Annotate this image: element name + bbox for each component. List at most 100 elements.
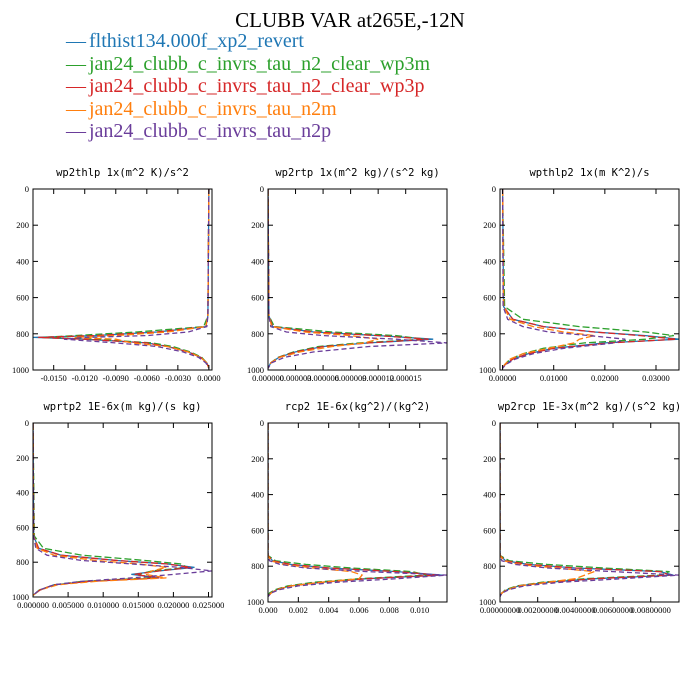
y-tick-label: 800 (16, 329, 29, 339)
x-tick-label: 0.00400000 (555, 605, 595, 615)
legend-item-3: — jan24_clubb_c_invrs_tau_n2_clear_wp3p (66, 75, 430, 98)
series-line-1 (501, 189, 679, 369)
y-tick-label: 400 (16, 256, 29, 266)
legend-item-2: — jan24_clubb_c_invrs_tau_n2_clear_wp3m (66, 53, 430, 76)
legend-line-icon: — (66, 52, 86, 75)
x-tick-label: 0.000 (258, 605, 277, 615)
legend-label: jan24_clubb_c_invrs_tau_n2m (89, 97, 337, 120)
x-tick-label: -0.0030 (165, 373, 191, 383)
y-tick-label: 0 (260, 418, 264, 428)
subplot-3: wpthlp2 1x(m K^2)/s 0 200 400 600 800 10000.00… (479, 167, 680, 383)
plot-frame (32, 188, 213, 371)
x-tick-label: 0.005000 (52, 600, 84, 610)
legend-line-icon: — (66, 75, 86, 97)
plot-frame (499, 422, 680, 603)
series-line-3 (501, 189, 677, 369)
y-tick-label: 1000 (12, 365, 29, 375)
series-line-4 (501, 189, 595, 369)
y-tick-label: 600 (251, 293, 264, 303)
legend-item-5: — jan24_clubb_c_invrs_tau_n2p (66, 120, 430, 143)
legend-line-icon: — (66, 30, 86, 52)
y-tick-label: 400 (251, 256, 264, 266)
y-tick-label: 800 (483, 561, 496, 571)
y-tick-label: 800 (483, 329, 496, 339)
subplot-title: wprtp2 1E-6x(m kg)/(s kg) (43, 401, 201, 413)
x-tick-label: 0.002 (289, 605, 308, 615)
series-line-5 (33, 423, 212, 596)
subplot-5: rcp2 1E-6x(kg^2)/(kg^2) 0 200 400 600 800 1000… (247, 401, 448, 615)
series-line-1 (268, 189, 434, 369)
legend-item-1: — flthist134.000f_xp2_revert (66, 30, 430, 53)
x-tick-label: 0.010 (410, 605, 429, 615)
y-tick-label: 1000 (12, 592, 29, 602)
x-tick-label: 0.010000 (87, 600, 119, 610)
subplot-title: rcp2 1E-6x(kg^2)/(kg^2) (285, 401, 430, 413)
y-tick-label: 1000 (479, 597, 496, 607)
subplot-2: wp2rtp 1x(m^2 kg)/(s^2 kg) 0 200 400 600 800 1… (247, 167, 448, 383)
y-tick-label: 0 (25, 184, 29, 194)
x-tick-label: 0.025000 (193, 600, 225, 610)
subplot-title: wp2thlp 1x(m^2 K)/s^2 (56, 167, 189, 179)
plot-frame (267, 188, 448, 371)
y-tick-label: 800 (16, 557, 29, 567)
legend-line-icon: — (66, 120, 86, 142)
x-tick-label: 0.00600000 (593, 605, 633, 615)
series-line-2 (501, 189, 674, 369)
series-line-4 (74, 189, 210, 369)
x-tick-label: 0.00000000 (480, 605, 520, 615)
x-tick-label: -0.0090 (103, 373, 129, 383)
x-tick-label: 0.00200000 (517, 605, 557, 615)
y-tick-label: 0 (492, 184, 496, 194)
legend-label: jan24_clubb_c_invrs_tau_n2_clear_wp3p (89, 75, 425, 97)
series-line-3 (33, 423, 191, 596)
x-tick-label: 0.000009 (335, 373, 367, 383)
series-line-3 (268, 423, 438, 598)
y-tick-label: 800 (251, 329, 264, 339)
y-tick-label: 600 (483, 525, 496, 535)
y-tick-label: 600 (16, 522, 29, 532)
subplot-1: wp2thlp 1x(m^2 K)/s^2 0 200 400 600 800 1000 -0… (12, 167, 221, 383)
y-tick-label: 0 (260, 184, 264, 194)
series-line-3 (38, 189, 210, 369)
series-line-5 (501, 189, 626, 369)
x-tick-label: 0.020000 (157, 600, 189, 610)
series-line-5 (500, 423, 679, 597)
y-tick-label: 800 (251, 561, 264, 571)
subplot-4: wprtp2 1E-6x(m kg)/(s kg) 0 200 400 600 800 10… (12, 401, 224, 610)
x-tick-label: 0.000000 (252, 373, 284, 383)
y-tick-label: 1000 (479, 365, 496, 375)
subplot-title: wpthlp2 1x(m K^2)/s (529, 167, 649, 179)
y-tick-label: 0 (492, 418, 496, 428)
y-tick-label: 200 (16, 453, 29, 463)
y-tick-label: 600 (251, 525, 264, 535)
series-line-4 (33, 423, 167, 596)
plot-frame (267, 422, 448, 603)
y-tick-label: 400 (483, 490, 496, 500)
y-tick-label: 1000 (247, 365, 264, 375)
x-tick-label: -0.0120 (72, 373, 98, 383)
subplot-title: wp2rtp 1x(m^2 kg)/(s^2 kg) (275, 167, 439, 179)
x-tick-label: -0.0060 (134, 373, 160, 383)
legend-item-4: — jan24_clubb_c_invrs_tau_n2m (66, 98, 430, 121)
series-line-4 (268, 423, 364, 598)
series-line-5 (63, 189, 210, 369)
y-tick-label: 200 (483, 220, 496, 230)
x-tick-label: 0.008 (380, 605, 399, 615)
plot-frame (499, 188, 680, 371)
x-tick-label: 0.00000 (489, 373, 517, 383)
y-tick-label: 400 (483, 256, 496, 266)
y-tick-label: 200 (483, 454, 496, 464)
y-tick-label: 200 (251, 220, 264, 230)
series-line-5 (268, 189, 447, 369)
y-tick-label: 200 (16, 220, 29, 230)
x-tick-label: 0.01000 (540, 373, 568, 383)
series-line-2 (33, 423, 190, 596)
figure-title: CLUBB VAR at265E,-12N (235, 8, 465, 32)
x-tick-label: 0.02000 (591, 373, 619, 383)
x-tick-label: 0.000000 (17, 600, 49, 610)
x-tick-label: -0.0150 (41, 373, 67, 383)
x-tick-label: 0.015000 (122, 600, 154, 610)
subplot-6: wp2rcp 1E-3x(m^2 kg)/(s^2 kg)0 200 400 600 8… (479, 401, 681, 615)
x-tick-label: 0.004 (319, 605, 339, 615)
